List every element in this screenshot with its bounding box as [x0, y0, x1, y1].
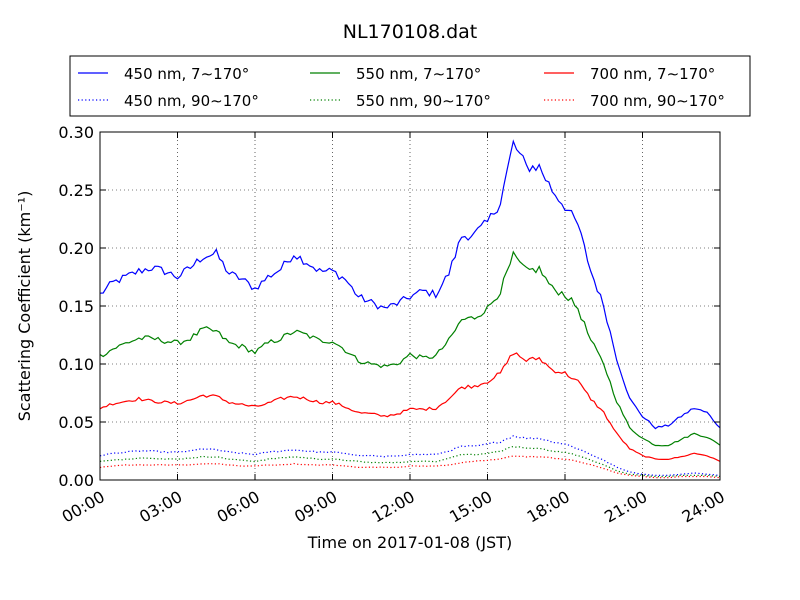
legend: 450 nm, 7∼170° 550 nm, 7∼170° 700 nm, 7∼17…	[69, 55, 751, 117]
y-axis-label: Scattering Coefficient (km⁻¹)	[15, 191, 34, 422]
legend-label: 450 nm, 90∼170°	[124, 92, 259, 110]
x-tick-label: 09:00	[291, 487, 340, 527]
x-tick-label: 00:00	[59, 487, 108, 527]
y-tick-label: 0.30	[58, 123, 94, 142]
y-tick-label: 0.20	[58, 239, 94, 258]
legend-box	[69, 55, 751, 117]
x-tick-label: 06:00	[214, 487, 263, 527]
x-tick-label: 03:00	[136, 487, 185, 527]
y-tick-label: 0.10	[58, 355, 94, 374]
x-tick-label: 12:00	[369, 487, 418, 527]
series-line-3	[99, 435, 721, 477]
y-tick-label: 0.00	[58, 471, 94, 490]
chart-title: NL170108.dat	[343, 21, 478, 43]
x-tick-label: 15:00	[446, 487, 495, 527]
x-axis-label: Time on 2017-01-08 (JST)	[307, 533, 512, 552]
legend-label: 450 nm, 7∼170°	[124, 65, 249, 83]
grid-lines	[100, 132, 720, 480]
series-line-1	[99, 250, 721, 447]
series-lines	[99, 139, 721, 479]
axis-ticks: 00:00 03:00 06:00 09:00 12:00 15:00 18:00 21:00…	[58, 123, 728, 527]
legend-label: 700 nm, 90∼170°	[590, 92, 725, 110]
series-line-0	[99, 139, 721, 430]
series-line-2	[99, 352, 721, 462]
y-tick-label: 0.25	[58, 181, 94, 200]
legend-label: 700 nm, 7∼170°	[590, 65, 715, 83]
legend-label: 550 nm, 90∼170°	[356, 92, 491, 110]
y-tick-label: 0.15	[58, 297, 94, 316]
legend-label: 550 nm, 7∼170°	[356, 65, 481, 83]
y-tick-label: 0.05	[58, 413, 94, 432]
x-tick-label: 21:00	[601, 487, 650, 527]
x-tick-label: 24:00	[679, 487, 728, 527]
x-tick-label: 18:00	[524, 487, 573, 527]
